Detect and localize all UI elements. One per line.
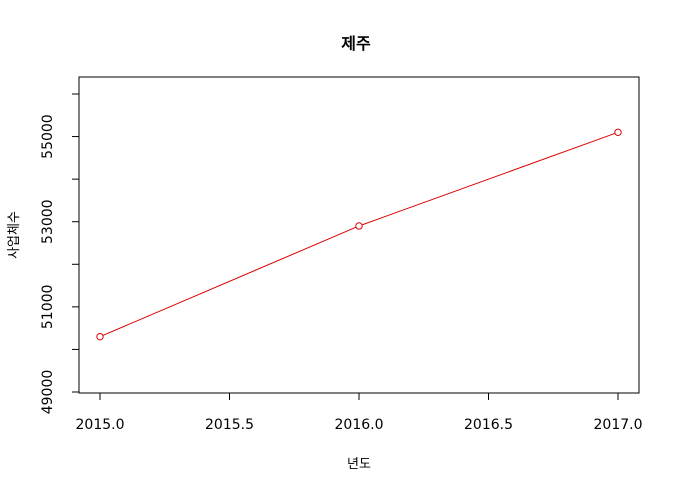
x-tick-label: 2017.0 [594, 417, 643, 433]
plot-frame [78, 76, 640, 394]
y-axis: 49000 51000 53000 55000 [40, 93, 80, 415]
y-tick-label: 53000 [40, 199, 56, 244]
series-segment [358, 131, 619, 227]
y-tick-label: 55000 [40, 114, 56, 159]
data-point [96, 332, 104, 341]
chart-title: 제주 [341, 34, 371, 53]
x-tick-label: 2016.5 [464, 417, 513, 433]
x-tick-label: 2015.0 [76, 417, 125, 433]
y-tick-label: 49000 [40, 370, 56, 415]
x-tick-label: 2015.5 [205, 417, 254, 433]
data-point [355, 222, 363, 230]
x-axis-label: 년도 [347, 457, 371, 472]
y-axis-label: 사업체수 [7, 211, 22, 259]
series-segment [99, 225, 360, 338]
series-line [96, 128, 622, 341]
x-axis: 2015.0 2015.5 2016.0 2016.5 2017.0 [76, 392, 643, 433]
data-point [614, 128, 622, 137]
y-tick-label: 51000 [40, 285, 56, 330]
x-tick-label: 2016.0 [335, 417, 384, 433]
